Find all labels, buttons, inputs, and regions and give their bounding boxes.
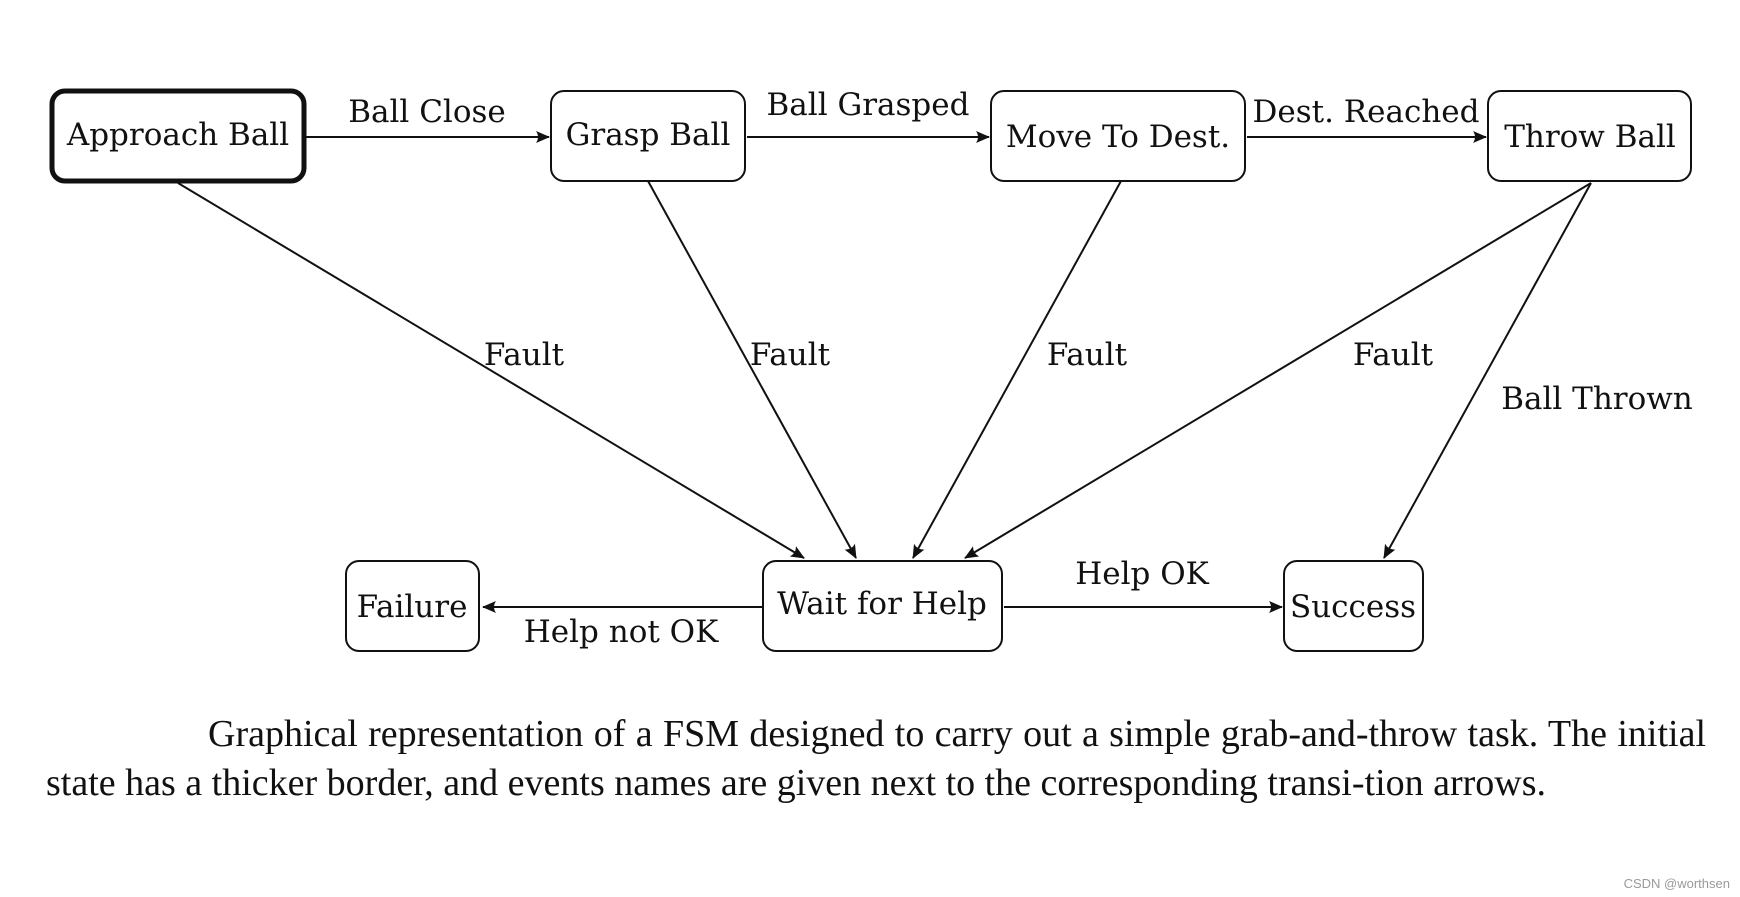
label-help-not-ok: Help not OK [524, 614, 719, 650]
edge-throw-to-success [1383, 182, 1592, 559]
label-fault-move: Fault [1047, 337, 1128, 373]
state-success: Success [1283, 560, 1424, 652]
state-failure: Failure [345, 560, 480, 652]
state-label: Wait for Help [777, 586, 987, 622]
state-throw-ball: Throw Ball [1487, 90, 1692, 182]
label-ball-grasped: Ball Grasped [767, 87, 970, 123]
label-dest-reached: Dest. Reached [1253, 94, 1480, 130]
edge-grasp-to-wait [647, 180, 857, 559]
figure-caption: Graphical representation of a FSM design… [46, 713, 1706, 804]
label-ball-close: Ball Close [348, 94, 506, 130]
state-label: Approach Ball [66, 117, 289, 153]
label-fault-throw: Fault [1353, 337, 1434, 373]
label-help-ok: Help OK [1075, 556, 1209, 592]
state-approach-ball: Approach Ball [49, 88, 307, 184]
state-grasp-ball: Grasp Ball [550, 90, 746, 182]
state-move-to-dest: Move To Dest. [990, 90, 1246, 182]
edge-move-to-wait [912, 180, 1122, 559]
label-ball-thrown: Ball Thrown [1501, 381, 1693, 417]
edge-approach-to-wait [177, 182, 805, 559]
watermark: CSDN @worthsen [1623, 876, 1730, 891]
state-label: Move To Dest. [1006, 119, 1230, 155]
state-label: Success [1290, 589, 1416, 625]
state-wait-for-help: Wait for Help [762, 560, 1003, 652]
state-label: Throw Ball [1504, 119, 1676, 155]
label-fault-grasp: Fault [750, 337, 831, 373]
state-label: Grasp Ball [566, 117, 731, 153]
label-fault-approach: Fault [484, 337, 565, 373]
edge-throw-to-wait [964, 182, 1592, 559]
state-label: Failure [357, 589, 468, 625]
